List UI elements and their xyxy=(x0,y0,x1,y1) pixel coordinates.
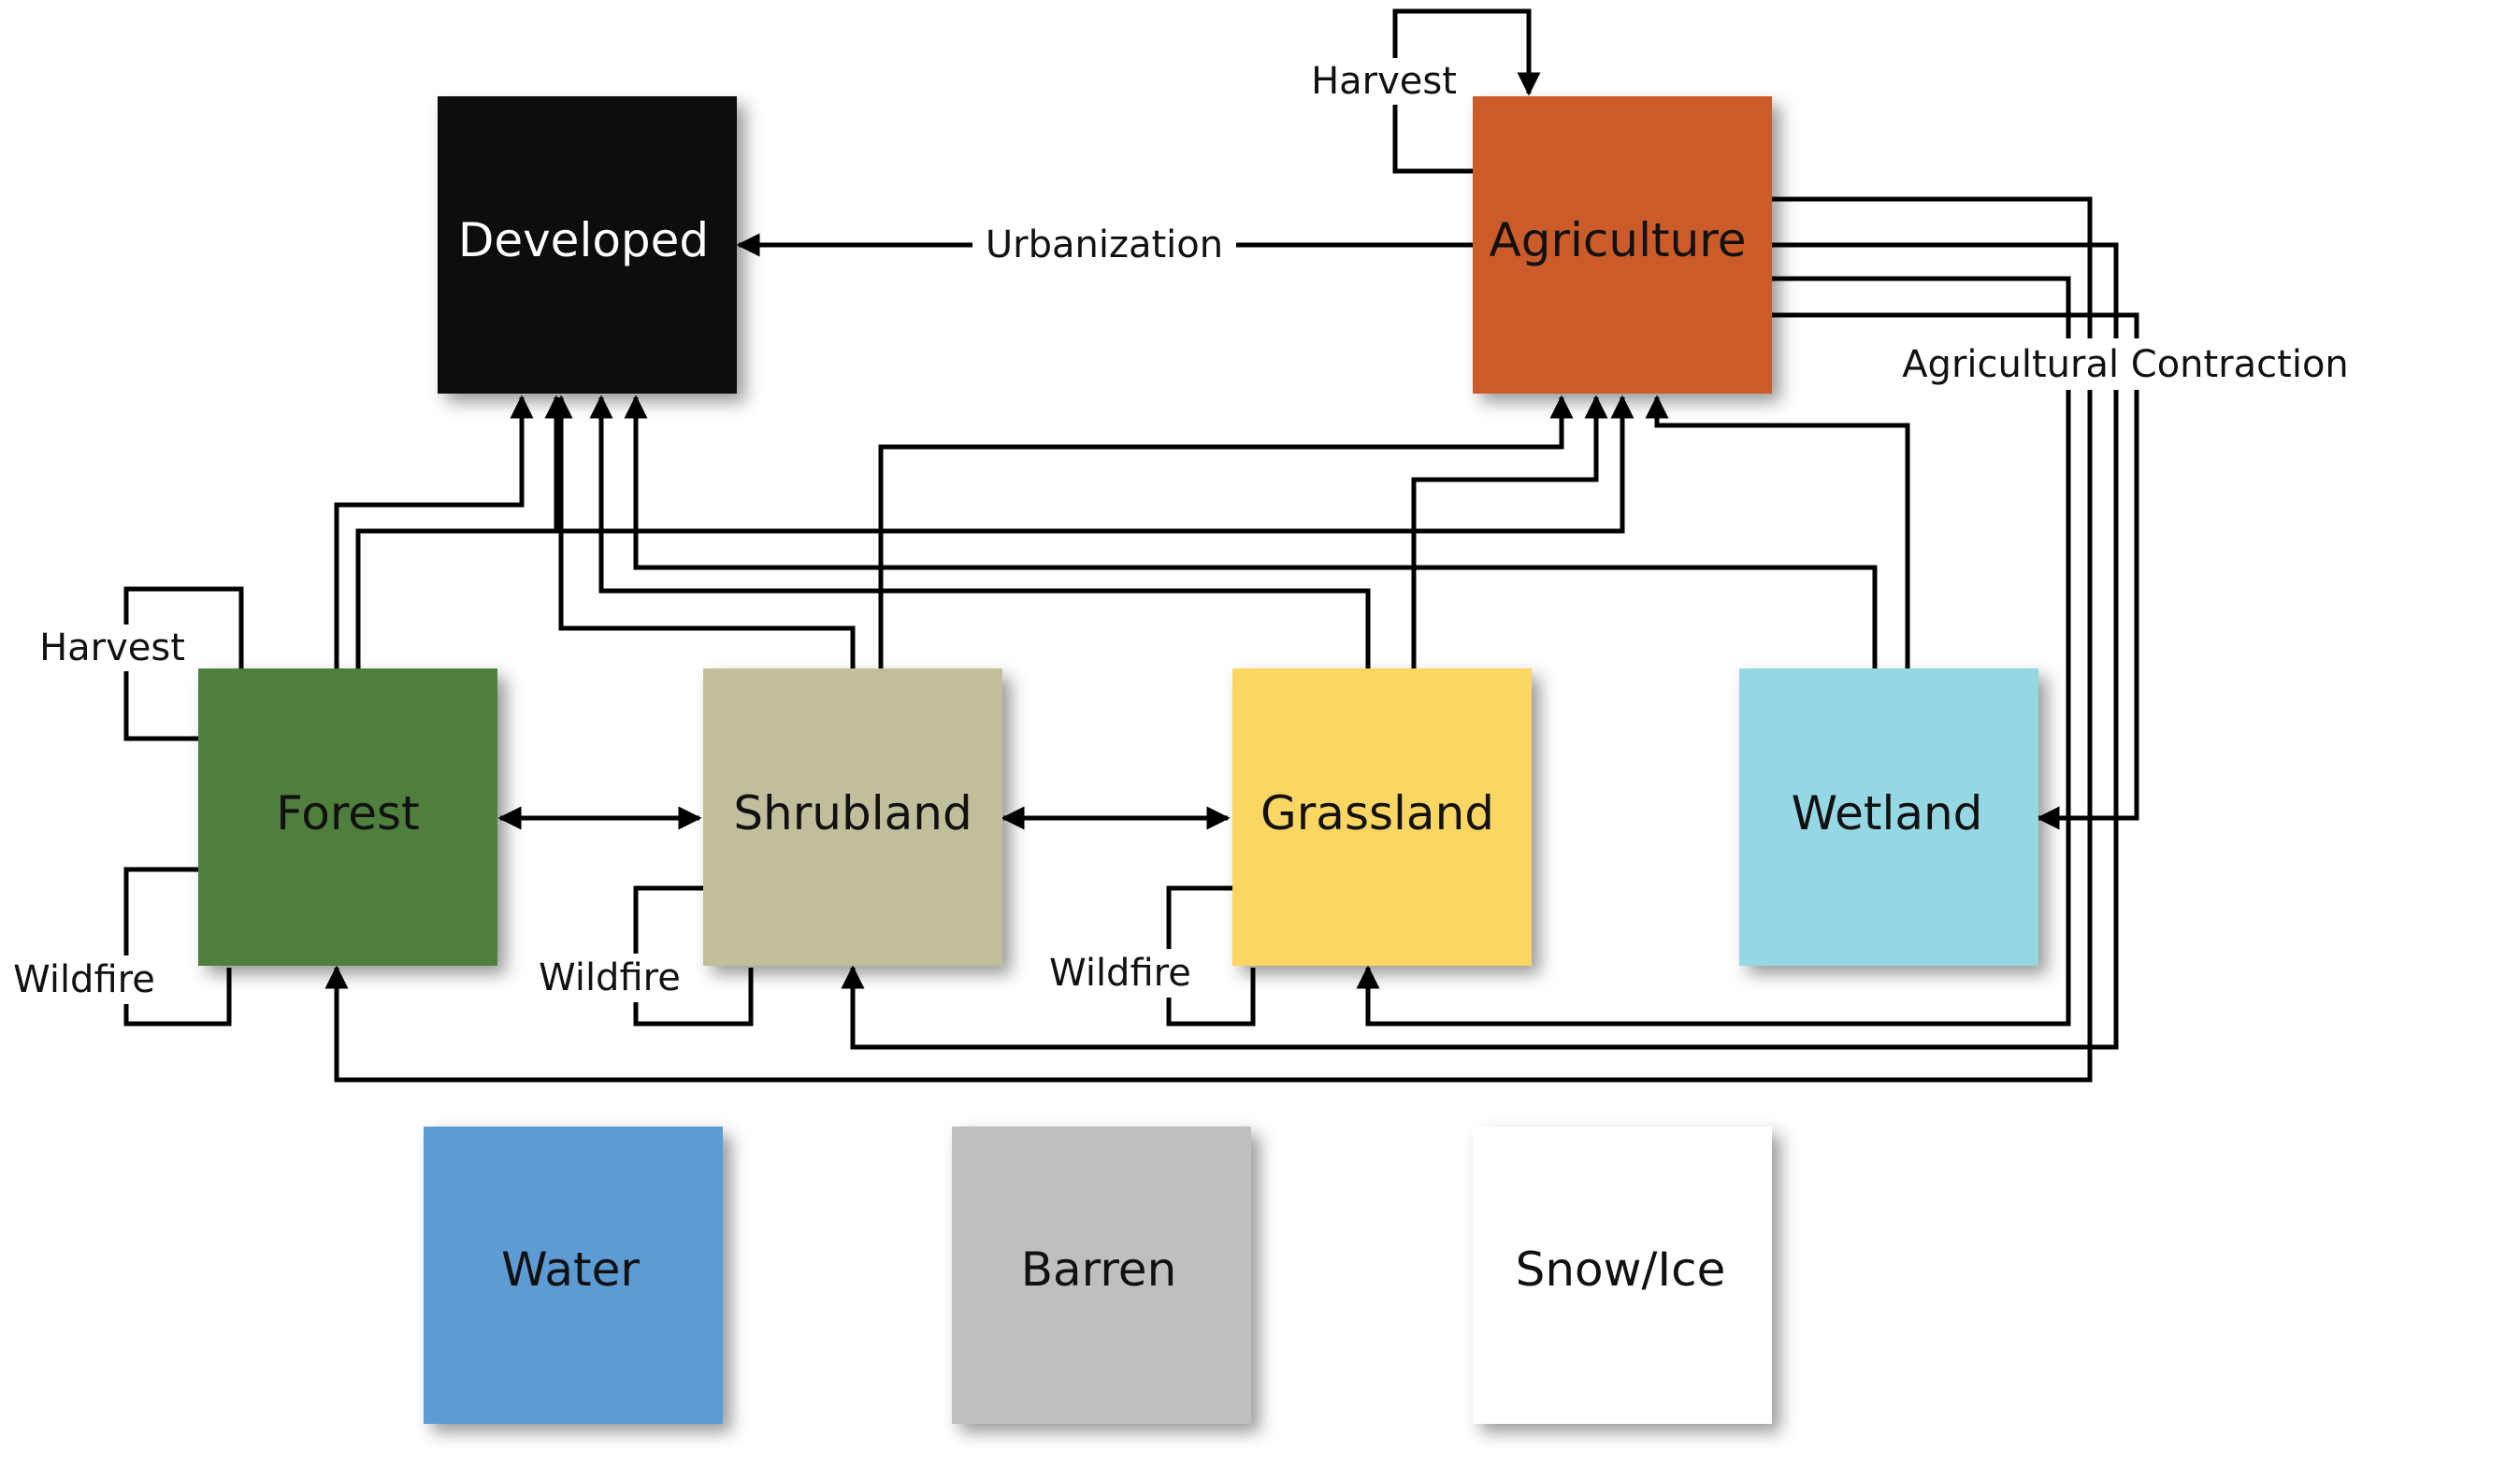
water-box xyxy=(424,1127,723,1424)
forest-harvest-label: Harvest xyxy=(39,626,185,669)
forest-harvest-loop xyxy=(123,586,244,741)
shrubland-to-developed xyxy=(549,395,856,668)
grassland-wildfire-loop xyxy=(1166,885,1256,1027)
node-snow-ice: Snow/Ice xyxy=(1473,1127,1772,1424)
agriculture-to-shrubland xyxy=(841,242,2119,1050)
agriculture-harvest-label: Harvest xyxy=(1311,60,1457,103)
agriculture-to-grassland xyxy=(1356,276,2071,1027)
forest-wildfire-label: Wildfire xyxy=(13,958,155,1001)
grassland-box xyxy=(1232,668,1532,966)
agriculture-to-forest xyxy=(324,196,2093,1083)
node-water: Water xyxy=(424,1127,723,1424)
wetland-box xyxy=(1739,668,2038,966)
agriculture-box xyxy=(1473,96,1772,394)
node-developed: Developed xyxy=(438,96,737,394)
forest-box xyxy=(198,668,497,966)
wetland-to-agriculture xyxy=(1645,395,1910,668)
shrubland-box xyxy=(703,668,1002,966)
agriculture-label: Agriculture xyxy=(1490,213,1747,267)
grassland-wildfire-label: Wildfire xyxy=(1049,952,1191,995)
grassland-to-developed xyxy=(589,395,1371,668)
node-wetland: Wetland xyxy=(1739,668,2038,966)
barren-label: Barren xyxy=(1021,1242,1177,1297)
forest-to-agriculture xyxy=(358,395,1634,534)
grassland-to-agriculture xyxy=(1411,395,1608,668)
node-agriculture: Agriculture xyxy=(1473,96,1772,394)
developed-box xyxy=(438,96,737,394)
urbanization-label: Urbanization xyxy=(986,223,1223,266)
node-forest: Forest xyxy=(198,668,497,966)
node-grassland: Grassland xyxy=(1232,668,1532,966)
grassland-label: Grassland xyxy=(1260,786,1494,840)
forest-label: Forest xyxy=(276,786,419,840)
snow-ice-label: Snow/Ice xyxy=(1516,1242,1726,1297)
connectors xyxy=(123,8,2139,1083)
barren-box xyxy=(952,1127,1251,1424)
node-shrubland: Shrubland xyxy=(703,668,1002,966)
agriculture-harvest-loop xyxy=(1392,8,1541,174)
water-label: Water xyxy=(501,1242,640,1297)
shrubland-wildfire-label: Wildfire xyxy=(539,956,681,999)
wetland-label: Wetland xyxy=(1792,786,1983,840)
agriculture-to-wetland xyxy=(1772,312,2139,830)
shrubland-to-agriculture xyxy=(878,395,1574,668)
snow-ice-box xyxy=(1473,1127,1772,1424)
shrubland-label: Shrubland xyxy=(733,786,972,840)
agricultural-contraction-label: Agricultural Contraction xyxy=(1902,343,2349,386)
forest-wildfire-loop xyxy=(123,867,232,1027)
edge-labels: Urbanization Agricultural Contraction Ha… xyxy=(7,58,2352,1004)
node-barren: Barren xyxy=(952,1127,1251,1424)
wetland-to-developed xyxy=(624,395,1878,668)
forest-to-developed-1 xyxy=(334,395,534,668)
shrubland-wildfire-loop xyxy=(633,885,754,1027)
developed-label: Developed xyxy=(458,213,709,267)
